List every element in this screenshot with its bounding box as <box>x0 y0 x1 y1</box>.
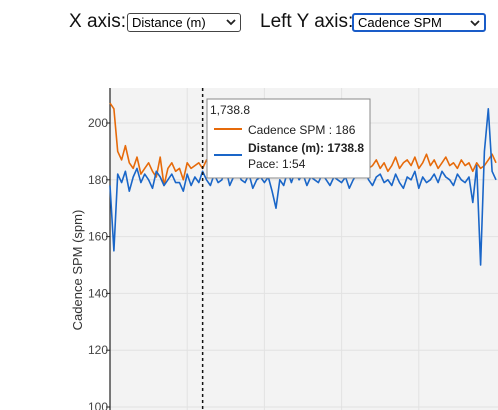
y-tick-label: 140 <box>88 286 108 300</box>
chevron-down-icon <box>470 20 480 27</box>
y-tick-label: 100 <box>88 400 108 410</box>
y-tick-label: 200 <box>88 116 108 130</box>
left-y-axis-select[interactable]: Cadence SPM <box>352 13 486 32</box>
y-tick-label: 180 <box>88 173 108 187</box>
hover-tooltip: 1,738.8 Cadence SPM : 186 Distance (m): … <box>206 98 371 179</box>
chevron-down-icon <box>226 19 236 26</box>
y-tick-label: 160 <box>88 230 108 244</box>
x-axis-label: X axis: <box>69 11 127 32</box>
y-axis-title: Cadence SPM (spm) <box>70 210 85 331</box>
y-tick-label: 120 <box>88 343 108 357</box>
axis-controls: X axis: Distance (m) Left Y axis: Cadenc… <box>0 10 498 36</box>
tooltip-distance-value: Distance (m): 1738.8 <box>248 141 364 155</box>
x-axis-select-value: Distance (m) <box>132 15 206 30</box>
y-axis-ticks: 100 120 140 160 180 200 <box>88 116 110 410</box>
left-y-axis-select-value: Cadence SPM <box>358 15 442 30</box>
tooltip-pace-value: Pace: 1:54 <box>248 157 306 171</box>
left-y-axis-label: Left Y axis: <box>260 11 354 32</box>
tooltip-cadence-value: Cadence SPM : 186 <box>248 123 356 137</box>
tooltip-header: 1,738.8 <box>210 103 250 117</box>
tooltip-box <box>206 98 371 179</box>
x-axis-select[interactable]: Distance (m) <box>127 13 241 32</box>
